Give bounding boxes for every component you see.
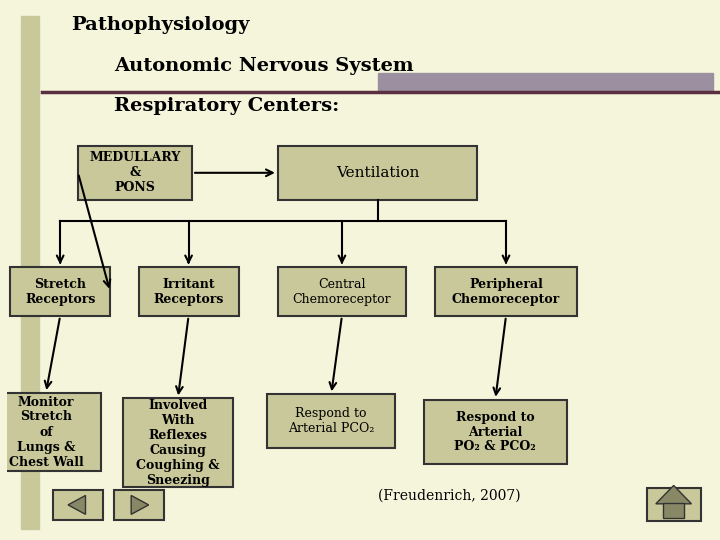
FancyBboxPatch shape xyxy=(139,267,238,316)
Text: Pathophysiology: Pathophysiology xyxy=(71,16,249,34)
Text: (Freudenrich, 2007): (Freudenrich, 2007) xyxy=(377,488,521,502)
Text: Peripheral
Chemoreceptor: Peripheral Chemoreceptor xyxy=(452,278,560,306)
FancyBboxPatch shape xyxy=(53,490,103,520)
FancyBboxPatch shape xyxy=(114,490,163,520)
FancyBboxPatch shape xyxy=(21,16,39,529)
FancyBboxPatch shape xyxy=(663,503,684,518)
Text: Respond to
Arterial
PO₂ & PCO₂: Respond to Arterial PO₂ & PCO₂ xyxy=(454,410,536,454)
Text: Monitor
Stretch
of
Lungs &
Chest Wall: Monitor Stretch of Lungs & Chest Wall xyxy=(9,395,84,469)
Text: Respond to
Arterial PCO₂: Respond to Arterial PCO₂ xyxy=(288,407,374,435)
FancyBboxPatch shape xyxy=(267,394,395,448)
FancyBboxPatch shape xyxy=(435,267,577,316)
Text: Ventilation: Ventilation xyxy=(336,166,419,180)
FancyBboxPatch shape xyxy=(122,399,233,487)
Text: MEDULLARY
&
PONS: MEDULLARY & PONS xyxy=(89,151,181,194)
FancyBboxPatch shape xyxy=(278,146,477,200)
Polygon shape xyxy=(131,496,148,514)
Polygon shape xyxy=(656,485,691,504)
Text: Involved
With
Reflexes
Causing
Coughing &
Sneezing: Involved With Reflexes Causing Coughing … xyxy=(136,399,220,487)
Text: Central
Chemoreceptor: Central Chemoreceptor xyxy=(292,278,391,306)
Text: Respiratory Centers:: Respiratory Centers: xyxy=(114,97,339,115)
FancyBboxPatch shape xyxy=(377,73,713,92)
FancyBboxPatch shape xyxy=(0,393,102,471)
Text: Autonomic Nervous System: Autonomic Nervous System xyxy=(114,57,413,75)
FancyBboxPatch shape xyxy=(424,400,567,464)
FancyBboxPatch shape xyxy=(10,267,110,316)
FancyBboxPatch shape xyxy=(78,146,192,200)
FancyBboxPatch shape xyxy=(278,267,406,316)
Text: Stretch
Receptors: Stretch Receptors xyxy=(25,278,95,306)
Text: Irritant
Receptors: Irritant Receptors xyxy=(153,278,224,306)
FancyBboxPatch shape xyxy=(647,489,701,521)
Polygon shape xyxy=(68,496,86,514)
